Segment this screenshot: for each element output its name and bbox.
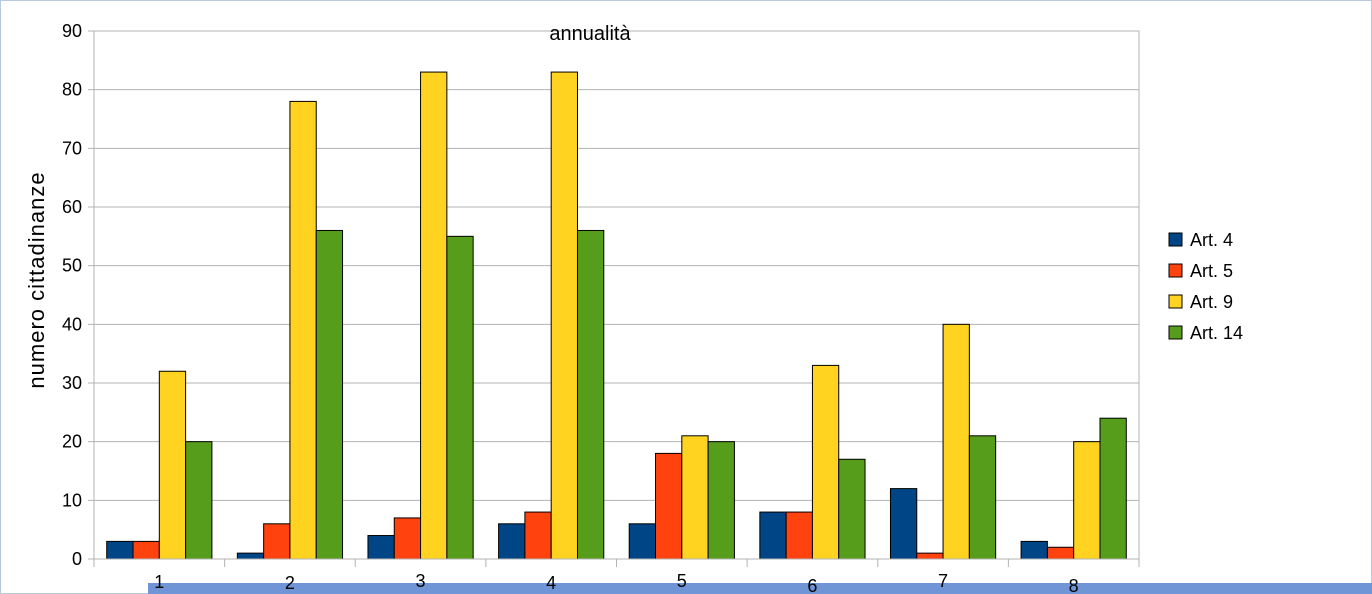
bar-art-9-cat-6 bbox=[811, 364, 840, 560]
grid-lines bbox=[88, 30, 1140, 560]
bar-art-14-cat-3 bbox=[446, 235, 474, 560]
bar-art-5-cat-1 bbox=[132, 540, 160, 560]
x-tick-label: 3 bbox=[416, 571, 426, 591]
x-tick-label: 1 bbox=[154, 572, 164, 592]
y-tick-label: 40 bbox=[62, 314, 82, 334]
legend-swatch bbox=[1168, 232, 1183, 247]
legend-label: Art. 4 bbox=[1190, 230, 1233, 250]
bar-art-9-cat-3 bbox=[420, 71, 448, 560]
x-tick-label: 2 bbox=[285, 573, 295, 593]
bar-art-9-cat-8 bbox=[1073, 441, 1101, 560]
bar-art-5-cat-3 bbox=[393, 517, 422, 560]
legend-label: Art. 14 bbox=[1190, 323, 1243, 343]
bar-art-14-cat-5 bbox=[707, 441, 735, 560]
bar-art-4-cat-6 bbox=[759, 511, 787, 560]
bar-art-5-cat-2 bbox=[263, 523, 291, 560]
legend-swatch bbox=[1168, 263, 1183, 278]
x-tick-label: 4 bbox=[546, 573, 556, 593]
bar-art-5-cat-8 bbox=[1046, 546, 1075, 560]
bar-art-14-cat-4 bbox=[576, 229, 605, 560]
axes: 0 10 20 30 40 50 60 70 80 90 1 2 3 4 5 6 7 8 bbox=[62, 21, 1140, 594]
bar-art-5-cat-7 bbox=[916, 552, 944, 560]
legend-swatch bbox=[1168, 294, 1183, 309]
y-tick-label: 10 bbox=[62, 490, 82, 510]
bar-art-14-cat-1 bbox=[185, 441, 213, 560]
bar-art-9-cat-1 bbox=[158, 370, 187, 560]
bar-art-9-cat-7 bbox=[942, 323, 970, 560]
bar-art-5-cat-5 bbox=[655, 452, 683, 560]
bottom-band bbox=[148, 583, 1372, 594]
bar-art-4-cat-8 bbox=[1020, 540, 1048, 560]
x-tick-label: 8 bbox=[1069, 576, 1079, 594]
x-tick-label: 5 bbox=[677, 571, 687, 591]
bar-art-14-cat-2 bbox=[315, 229, 344, 560]
bar-art-14-cat-6 bbox=[838, 458, 866, 560]
x-tick-label: 7 bbox=[938, 571, 948, 591]
bar-art-5-cat-4 bbox=[524, 511, 552, 560]
y-axis-label: numero cittadinanze bbox=[24, 171, 49, 388]
y-tick-label: 20 bbox=[62, 432, 82, 452]
chart-title: annualità bbox=[549, 23, 631, 45]
bar-art-9-cat-4 bbox=[550, 71, 578, 560]
bar-art-5-cat-6 bbox=[785, 511, 813, 560]
y-tick-label: 0 bbox=[72, 549, 82, 569]
bar-art-4-cat-2 bbox=[236, 552, 265, 560]
y-tick-label: 90 bbox=[62, 21, 82, 41]
legend-label: Art. 9 bbox=[1190, 292, 1233, 312]
y-tick-label: 50 bbox=[62, 256, 82, 276]
legend-label: Art. 5 bbox=[1190, 261, 1233, 281]
x-tick-label: 6 bbox=[807, 576, 817, 594]
y-tick-label: 70 bbox=[62, 138, 82, 158]
legend-swatch bbox=[1168, 325, 1183, 340]
bar-art-9-cat-2 bbox=[289, 100, 317, 560]
y-tick-label: 60 bbox=[62, 197, 82, 217]
bar-art-4-cat-5 bbox=[628, 523, 657, 560]
bar-art-9-cat-5 bbox=[681, 435, 709, 560]
bar-art-4-cat-1 bbox=[106, 540, 134, 560]
y-tick-label: 80 bbox=[62, 80, 82, 100]
bar-art-4-cat-3 bbox=[367, 535, 395, 560]
bar-art-4-cat-4 bbox=[498, 523, 526, 560]
bar-art-14-cat-7 bbox=[968, 435, 997, 560]
bar-art-14-cat-8 bbox=[1099, 417, 1127, 560]
bar-art-4-cat-7 bbox=[889, 488, 918, 560]
bars bbox=[106, 71, 1127, 560]
y-tick-label: 30 bbox=[62, 373, 82, 393]
legend: Art. 4 Art. 5 Art. 9 Art. 14 bbox=[1168, 230, 1243, 343]
